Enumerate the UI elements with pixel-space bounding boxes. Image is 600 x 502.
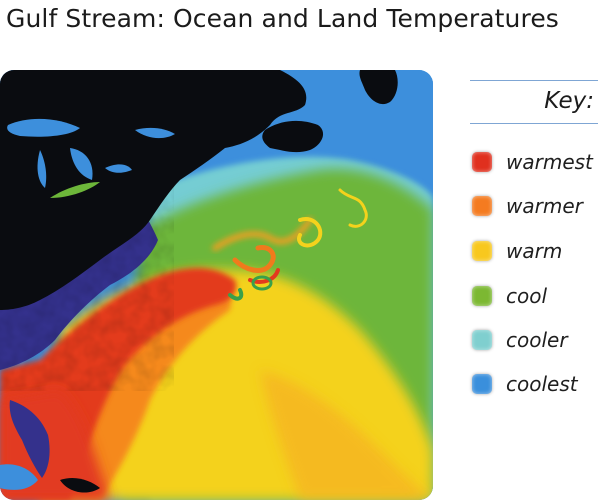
key-swatch-warm [472, 241, 492, 261]
key-heading: Key: [544, 88, 594, 114]
florida-land [9, 400, 50, 478]
key-swatch-warmer [472, 196, 492, 216]
key-label-warmest: warmest [506, 150, 593, 174]
key-divider-top [470, 80, 598, 81]
key-label-cooler: cooler [506, 328, 568, 352]
key-swatch-warmest [472, 152, 492, 172]
gulf-stream-eddies [212, 188, 368, 301]
key-swatch-cooler [472, 330, 492, 350]
key-item-coolest: coolest [470, 371, 598, 397]
key-item-warmest: warmest [470, 149, 598, 175]
great-lakes [7, 118, 175, 198]
temperature-map [0, 70, 433, 500]
key-divider-bottom [470, 123, 598, 124]
key-label-warm: warm [506, 239, 563, 263]
key-swatch-coolest [472, 374, 492, 394]
newfoundland-land [359, 70, 398, 105]
map-key: Key: warmest warmer warm cool cooler coo… [470, 80, 598, 420]
page-title: Gulf Stream: Ocean and Land Temperatures [6, 4, 559, 33]
ocean-warmer-east [260, 370, 433, 500]
maritimes-land [262, 120, 324, 153]
key-item-cool: cool [470, 283, 598, 309]
southern-islands [60, 477, 100, 493]
key-item-warmer: warmer [470, 193, 598, 219]
key-label-cool: cool [506, 284, 548, 308]
key-swatch-cool [472, 286, 492, 306]
key-item-warm: warm [470, 238, 598, 264]
key-label-coolest: coolest [506, 372, 578, 396]
key-item-cooler: cooler [470, 327, 598, 353]
map-image [0, 70, 433, 500]
caribbean-land [0, 464, 38, 490]
key-label-warmer: warmer [506, 194, 583, 218]
